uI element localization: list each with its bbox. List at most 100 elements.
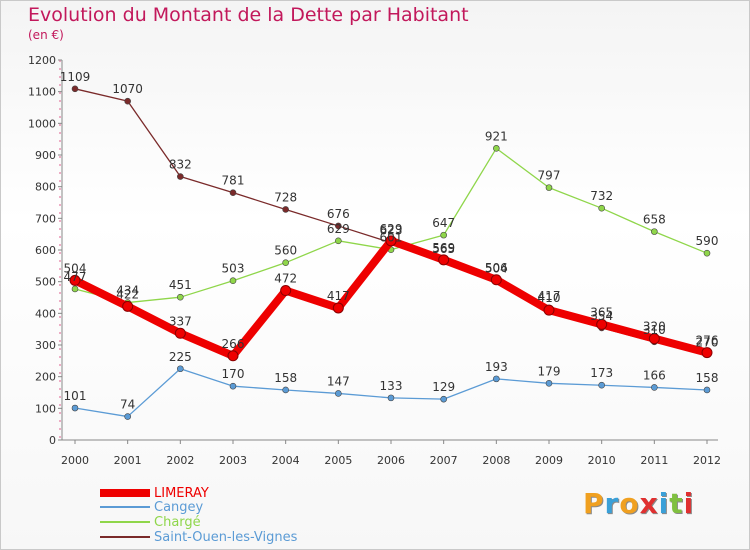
data-point: [385, 235, 397, 247]
y-tick-label: 200: [35, 371, 56, 384]
data-point: [440, 231, 447, 239]
data-point: [648, 333, 660, 345]
y-tick-label: 900: [35, 149, 56, 162]
data-point: [174, 327, 186, 339]
data-label: 129: [432, 380, 455, 394]
data-label: 276: [696, 334, 719, 348]
data-point: [335, 390, 342, 397]
data-point: [71, 404, 79, 412]
y-tick-label: 100: [35, 402, 56, 415]
logo-letter: P: [583, 487, 605, 520]
data-point: [177, 173, 184, 180]
data-point: [282, 206, 289, 213]
logo-letter: x: [639, 487, 659, 520]
legend-swatch: [100, 536, 150, 538]
legend-swatch: [100, 521, 150, 523]
data-label: 1070: [112, 82, 143, 96]
data-label: 451: [169, 278, 192, 292]
y-tick-label: 1000: [28, 117, 56, 130]
data-point: [490, 274, 502, 286]
data-label: 565: [432, 242, 455, 256]
data-label: 354: [590, 309, 613, 323]
data-point: [229, 382, 237, 390]
data-point: [71, 85, 79, 93]
data-point: [596, 318, 608, 330]
x-tick-label: 2001: [114, 454, 142, 467]
data-label: 74: [120, 398, 135, 412]
legend-swatch: [100, 489, 150, 497]
data-label: 506: [485, 261, 508, 275]
data-label: 629: [380, 222, 403, 236]
data-point: [335, 222, 342, 230]
x-tick-label: 2008: [482, 454, 510, 467]
data-label: 797: [538, 169, 561, 183]
y-tick-label: 500: [35, 276, 56, 289]
data-label: 601: [380, 231, 403, 245]
data-point: [703, 249, 711, 257]
legend-label: LIMERAY: [154, 485, 209, 501]
data-label: 170: [222, 367, 245, 381]
data-point: [651, 384, 658, 391]
data-label: 417: [538, 289, 561, 303]
x-tick-label: 2012: [693, 454, 721, 467]
data-label: 569: [432, 241, 455, 255]
data-point: [177, 293, 184, 301]
data-label: 320: [643, 320, 666, 334]
y-tick-label: 1200: [28, 54, 56, 67]
data-label: 365: [590, 305, 613, 319]
data-label: 728: [274, 190, 297, 204]
y-tick-label: 300: [35, 339, 56, 352]
data-label: 472: [274, 272, 297, 286]
data-point: [387, 394, 395, 402]
x-tick-label: 2002: [166, 454, 194, 467]
x-tick-label: 2011: [640, 454, 668, 467]
data-label: 503: [222, 262, 245, 276]
legend-label: Chargé: [154, 514, 201, 530]
data-point: [71, 285, 79, 293]
chart-unit: (en €): [28, 28, 64, 42]
logo-letter: o: [619, 487, 640, 520]
data-label: 225: [169, 350, 192, 364]
data-point: [124, 97, 131, 105]
data-label: 781: [222, 174, 245, 188]
logo-letter: t: [669, 487, 684, 520]
x-tick-label: 2003: [219, 454, 247, 467]
data-label: 266: [222, 337, 245, 351]
data-point: [282, 259, 289, 266]
logo-letter: i: [658, 487, 670, 520]
legend-item-saint-ouen: Saint-Ouen-les-Vignes: [100, 530, 297, 545]
data-label: 504: [485, 261, 508, 275]
data-point: [440, 395, 447, 403]
data-point: [493, 375, 500, 383]
data-point: [69, 274, 81, 286]
x-tick-label: 2004: [272, 454, 300, 467]
data-point: [703, 386, 711, 394]
y-tick-label: 1100: [28, 86, 56, 99]
data-point: [598, 381, 605, 389]
x-tick-label: 2010: [588, 454, 616, 467]
data-label: 158: [696, 371, 719, 385]
data-label: 647: [432, 216, 455, 230]
data-label: 193: [485, 360, 508, 374]
legend-item-limeray: LIMERAY: [100, 485, 209, 501]
data-point: [124, 413, 131, 420]
data-label: 623: [380, 224, 403, 238]
data-label: 477: [64, 270, 87, 284]
data-label: 1109: [60, 70, 91, 84]
data-label: 337: [169, 314, 192, 328]
data-label: 434: [116, 284, 139, 298]
data-point: [229, 189, 237, 196]
data-label: 179: [538, 364, 561, 378]
data-label: 590: [696, 234, 719, 248]
data-label: 417: [327, 289, 350, 303]
data-label: 921: [485, 129, 508, 143]
proxiti-logo: Proxiti: [583, 487, 694, 520]
data-label: 732: [590, 189, 613, 203]
x-tick-label: 2007: [430, 454, 458, 467]
x-tick-label: 2006: [377, 454, 405, 467]
data-point: [545, 184, 553, 191]
data-label: 410: [538, 291, 561, 305]
y-tick-label: 700: [35, 212, 56, 225]
